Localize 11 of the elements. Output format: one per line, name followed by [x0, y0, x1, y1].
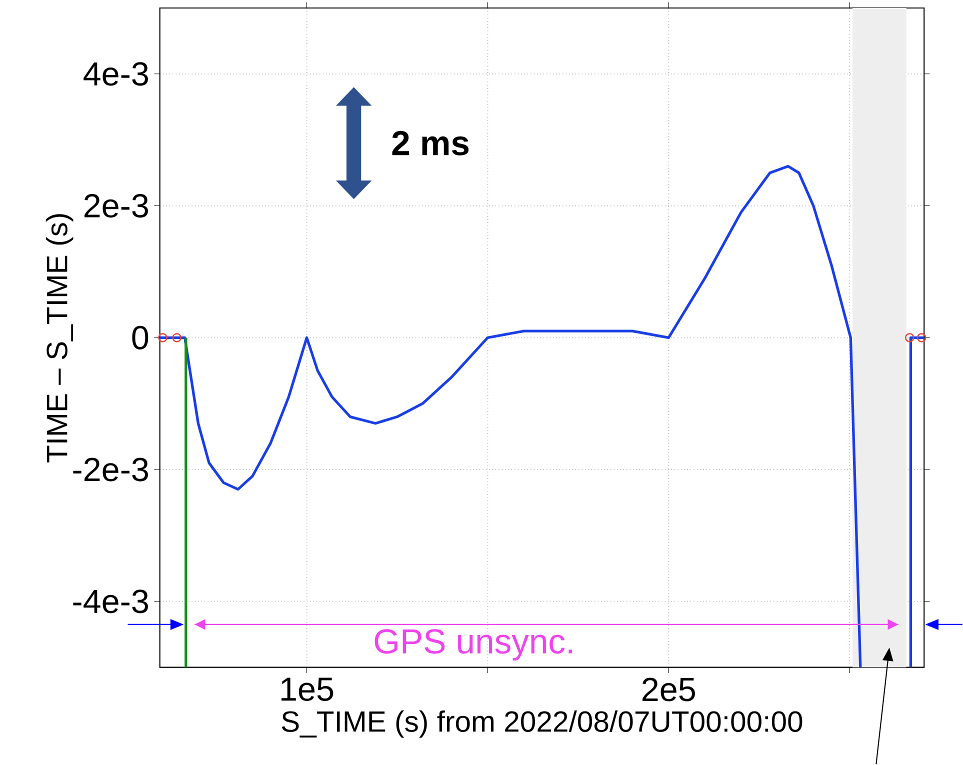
x-axis-title: S_TIME (s) from 2022/08/07UT00:00:00 [282, 710, 802, 738]
y-tick-label: 0 [132, 326, 148, 350]
y-axis-title: TIME – S_TIME (s) [46, 214, 74, 462]
x-tick-label: 1e5 [282, 678, 334, 702]
annotation: 2 ms [392, 130, 469, 156]
y-tick-label: 2e-3 [84, 194, 148, 218]
y-tick-label: 4e-3 [84, 62, 148, 86]
y-tick-label: -4e-3 [73, 590, 148, 614]
y-tick-label: -2e-3 [73, 458, 148, 482]
series-label: GPS unsync. [374, 629, 572, 661]
x-tick-label: 2e5 [642, 678, 696, 702]
